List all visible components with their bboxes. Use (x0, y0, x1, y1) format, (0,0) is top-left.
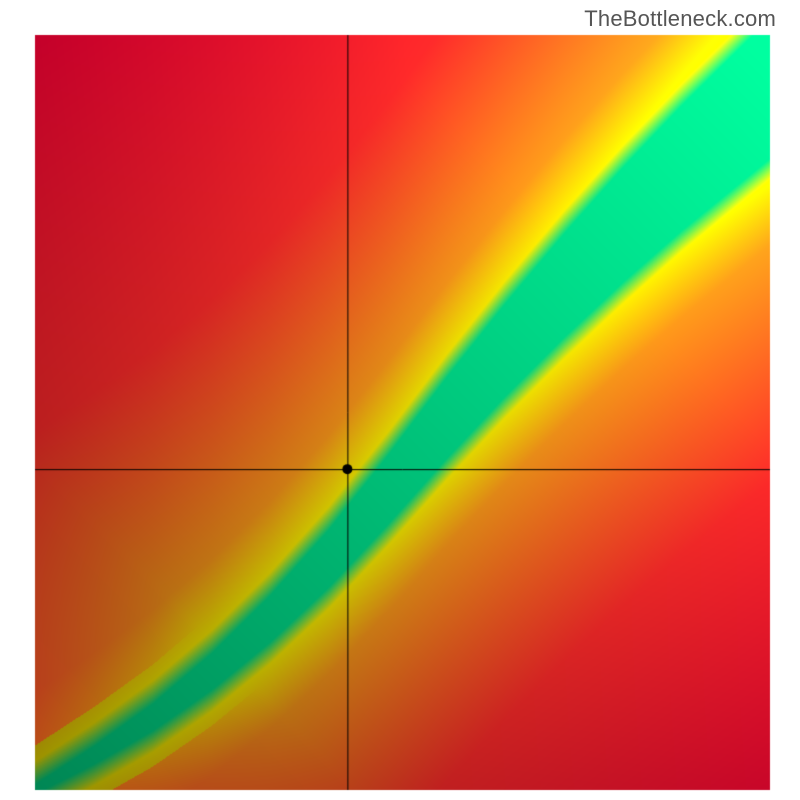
watermark-text: TheBottleneck.com (584, 6, 776, 32)
bottleneck-heatmap (0, 0, 800, 800)
chart-container: TheBottleneck.com (0, 0, 800, 800)
